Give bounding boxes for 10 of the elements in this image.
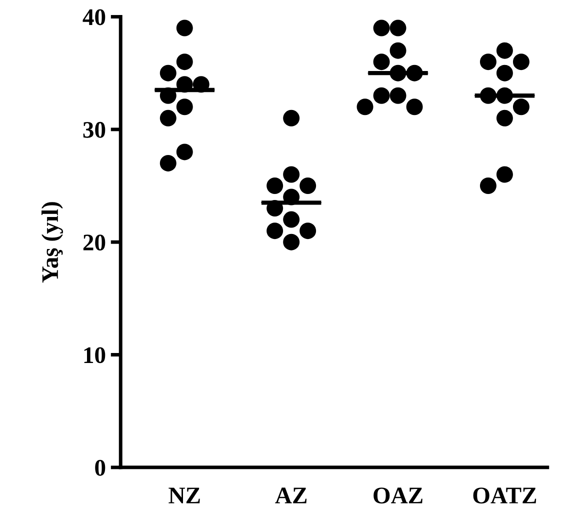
- x-tick-label: NZ: [168, 488, 200, 504]
- y-axis-title: Yaş (yıl): [42, 202, 63, 283]
- y-tick-label: 20: [83, 234, 106, 251]
- y-tick-label: 30: [83, 122, 106, 138]
- y-tick-label: 40: [82, 9, 106, 26]
- y-tick-label: 10: [84, 347, 106, 364]
- x-tick-label: OAZ: [374, 488, 422, 504]
- x-tick-label: OATZ: [473, 488, 536, 504]
- x-tick-label: AZ: [275, 488, 307, 504]
- y-tick-label: 0: [95, 460, 106, 476]
